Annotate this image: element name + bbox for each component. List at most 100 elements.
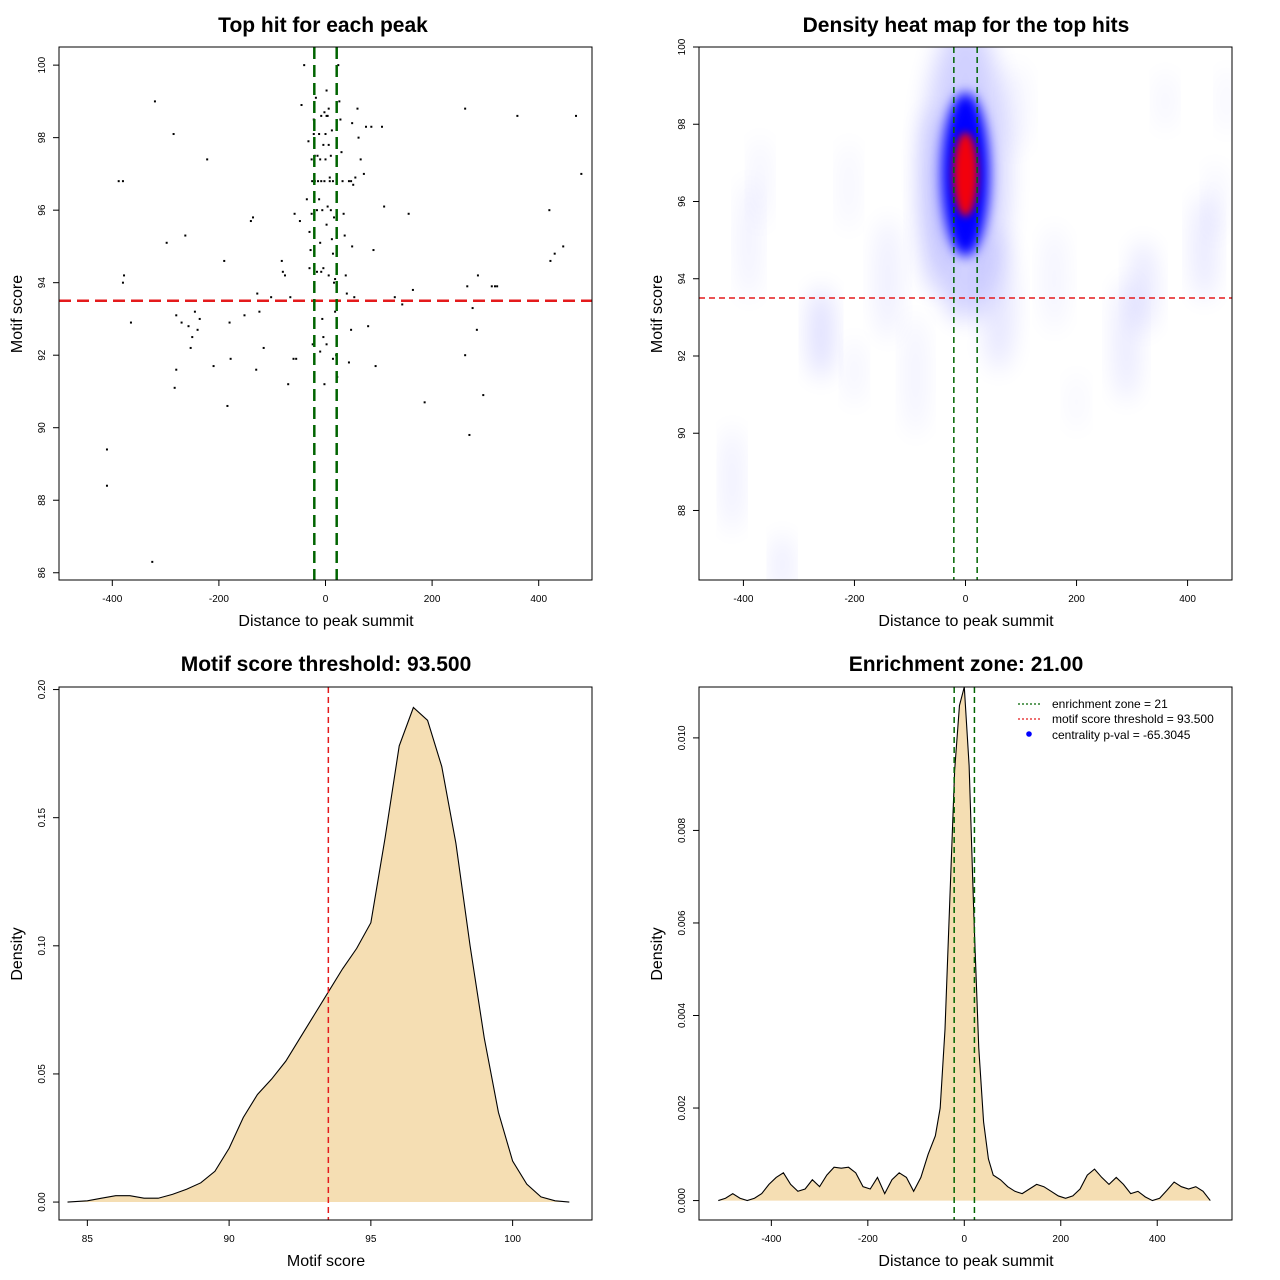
y-tick-label: 0.05 bbox=[37, 1064, 48, 1084]
scatter-point bbox=[356, 107, 359, 110]
x-tick-label: -400 bbox=[102, 594, 122, 605]
scatter-point bbox=[322, 336, 325, 339]
scatter-point bbox=[331, 357, 334, 360]
scatter-point bbox=[340, 151, 343, 154]
scatter-point bbox=[423, 401, 426, 404]
scatter-point bbox=[193, 310, 196, 313]
scatter-point bbox=[307, 140, 310, 143]
scatter-point bbox=[123, 274, 126, 277]
density-blob bbox=[875, 216, 900, 341]
scatter-point bbox=[187, 325, 190, 328]
plot-frame bbox=[698, 686, 1233, 1221]
y-tick-label: 0.002 bbox=[677, 1095, 688, 1120]
scatter-point bbox=[256, 292, 259, 295]
scatter-point bbox=[325, 343, 328, 346]
scatter-point bbox=[121, 281, 124, 284]
scatter-point bbox=[184, 234, 187, 237]
scatter-point bbox=[298, 220, 301, 223]
y-tick-label: 0.000 bbox=[677, 1188, 688, 1213]
density-fill bbox=[67, 707, 570, 1203]
x-tick-label: -200 bbox=[209, 594, 229, 605]
density-blob bbox=[1219, 66, 1232, 136]
density-blob bbox=[724, 425, 741, 534]
scatter-point bbox=[105, 448, 108, 451]
scatter-point bbox=[198, 317, 201, 320]
scatter-point bbox=[351, 245, 354, 248]
scatter-point bbox=[548, 209, 551, 212]
scatter-point bbox=[352, 183, 355, 186]
scatter-point bbox=[331, 180, 334, 183]
x-tick-label: 90 bbox=[224, 1234, 236, 1245]
scatter-point bbox=[173, 386, 176, 389]
scatter-point bbox=[327, 107, 330, 110]
plot-area: 85 90 95 100 0.00 0.05 0.10 0.15 0.20 bbox=[37, 679, 570, 1245]
density-blob bbox=[810, 286, 833, 380]
scatter-point bbox=[330, 129, 333, 132]
scatter-point bbox=[255, 368, 258, 371]
scatter-point bbox=[372, 249, 375, 252]
scatter-point bbox=[562, 245, 565, 248]
x-tick-label: 200 bbox=[1068, 594, 1085, 605]
scatter-point bbox=[212, 365, 215, 368]
y-tick-label: 96 bbox=[677, 195, 688, 207]
scatter-point bbox=[289, 296, 292, 299]
scatter-point bbox=[281, 270, 284, 273]
scatter-point bbox=[258, 310, 261, 313]
y-tick-label: 90 bbox=[37, 422, 48, 434]
scatter-point bbox=[516, 114, 519, 117]
scatter-point bbox=[196, 328, 199, 331]
y-tick-label: 94 bbox=[677, 273, 688, 285]
x-tick-label: 0 bbox=[963, 594, 969, 605]
scatter-point bbox=[325, 114, 328, 117]
y-tick-label: 92 bbox=[677, 350, 688, 362]
plot-frame bbox=[58, 686, 593, 1221]
scatter-point bbox=[175, 314, 178, 317]
scatter-point bbox=[317, 180, 320, 183]
distance-density-panel: Enrichment zone: 21.00 Distance to peak … bbox=[649, 653, 1233, 1270]
scatter-point bbox=[342, 212, 345, 215]
scatter-point bbox=[105, 484, 108, 487]
scatter-point bbox=[466, 285, 469, 288]
scatter-point bbox=[575, 114, 578, 117]
scatter-point bbox=[330, 238, 333, 241]
heatmap-layer bbox=[724, 47, 1232, 580]
scatter-point bbox=[287, 383, 290, 386]
scatter-point bbox=[117, 180, 120, 183]
density-blob bbox=[1207, 162, 1224, 241]
scatter-point bbox=[338, 100, 341, 103]
scatter-point bbox=[270, 296, 273, 299]
scatter-point bbox=[468, 433, 471, 436]
y-tick-label: 100 bbox=[37, 56, 48, 73]
legend-entry: motif score threshold = 93.500 bbox=[1052, 712, 1214, 726]
x-tick-label: 400 bbox=[1149, 1234, 1166, 1245]
scatter-point bbox=[333, 281, 336, 284]
scatter-point bbox=[206, 158, 209, 161]
x-axis-label: Distance to peak summit bbox=[878, 613, 1054, 630]
density-blob bbox=[905, 313, 926, 438]
scatter-point bbox=[252, 216, 255, 219]
scatter-point bbox=[334, 310, 337, 313]
scatter-point bbox=[327, 143, 330, 146]
y-tick-label: 88 bbox=[37, 494, 48, 506]
scatter-point bbox=[482, 394, 485, 397]
scatter-point bbox=[343, 234, 346, 237]
scatter-point bbox=[121, 180, 124, 183]
y-tick-label: 94 bbox=[37, 277, 48, 289]
density-blob bbox=[1157, 70, 1174, 132]
scatter-point bbox=[365, 125, 368, 128]
y-tick-label: 0.008 bbox=[677, 817, 688, 842]
y-tick-label: 98 bbox=[677, 118, 688, 130]
scatter-point bbox=[323, 383, 326, 386]
scatter-point bbox=[407, 212, 410, 215]
x-tick-label: 85 bbox=[82, 1234, 94, 1245]
scatter-point bbox=[580, 172, 583, 175]
x-tick-label: 400 bbox=[1179, 594, 1196, 605]
y-tick-label: 88 bbox=[677, 504, 688, 516]
scatter-point bbox=[359, 158, 362, 161]
scatter-point bbox=[471, 307, 474, 310]
scatter-point bbox=[318, 133, 321, 136]
scatter-point bbox=[172, 133, 175, 136]
scatter-point bbox=[326, 114, 329, 117]
scatter-point bbox=[370, 125, 373, 128]
x-tick-label: 95 bbox=[365, 1234, 377, 1245]
